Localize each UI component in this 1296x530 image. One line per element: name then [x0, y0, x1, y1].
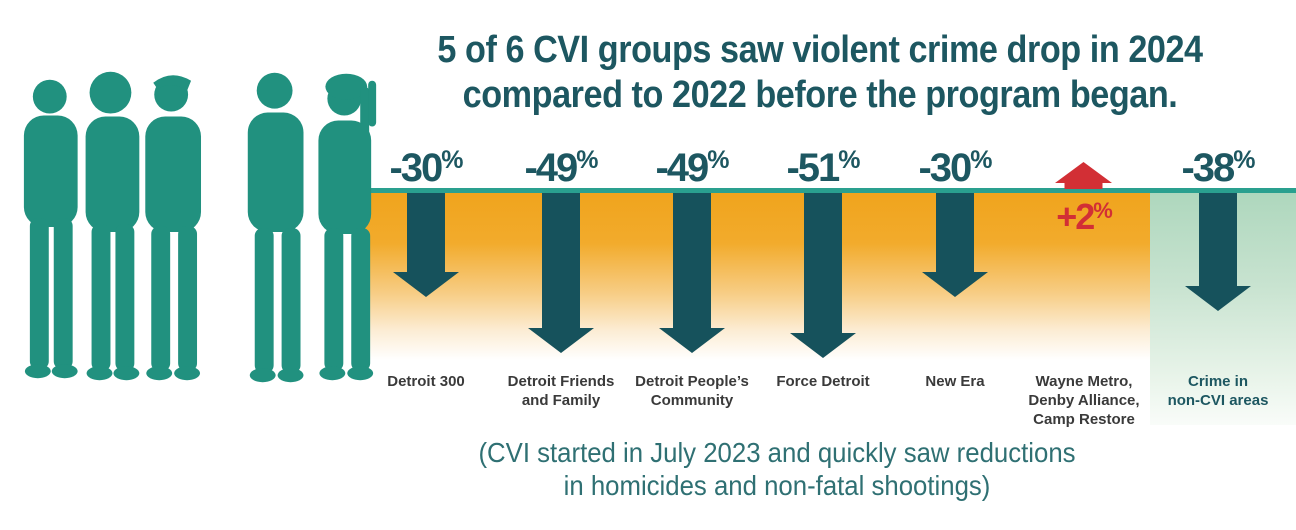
value-label-detroit-people-s: -49%	[612, 146, 772, 191]
group-label-crime-in: Crime in non-CVI areas	[1133, 372, 1296, 410]
value-number: -30	[389, 146, 443, 190]
trend-arrow-down-icon	[528, 193, 594, 353]
percent-sign: %	[1233, 146, 1255, 174]
trend-arrow-down-icon	[790, 193, 856, 358]
group-label-line: Detroit 300	[387, 373, 465, 390]
caption-line-2: in homicides and non-fatal shootings)	[563, 470, 991, 501]
group-label-line: non-CVI areas	[1167, 392, 1269, 409]
group-label-line: and Family	[521, 392, 601, 409]
value-number: -49	[524, 146, 578, 190]
value-label-crime-in: -38%	[1138, 146, 1296, 191]
value-number: -49	[655, 146, 709, 190]
cvi-area-band	[362, 193, 1150, 360]
group-label-line: Force Detroit	[776, 373, 870, 390]
group-label-detroit-friends: Detroit Friends and Family	[476, 372, 646, 410]
chart-title-line-1: 5 of 6 CVI groups saw violent crime drop…	[437, 29, 1203, 71]
trend-arrow-down-icon	[393, 193, 459, 297]
value-number: -38	[1181, 146, 1235, 190]
value-label-detroit-300: -30%	[346, 146, 506, 191]
caption-line-1: (CVI started in July 2023 and quickly sa…	[478, 437, 1076, 468]
group-label-detroit-300: Detroit 300	[341, 372, 511, 391]
group-label-line: New Era	[925, 373, 985, 390]
group-label-line: Detroit Friends	[507, 373, 615, 390]
group-label-line: Denby Alliance,	[1028, 392, 1140, 409]
percent-sign: %	[970, 146, 992, 174]
value-label-wayne-metro: +2%	[1004, 196, 1164, 238]
percent-sign: %	[707, 146, 729, 174]
value-number: -51	[786, 146, 840, 190]
value-label-new-era: -30%	[875, 146, 1035, 191]
value-number: -30	[918, 146, 972, 190]
baseline-rule	[362, 188, 1296, 193]
trend-arrow-down-icon	[922, 193, 988, 297]
group-label-force-detroit: Force Detroit	[738, 372, 908, 391]
group-label-detroit-people-s: Detroit People’s Community	[607, 372, 777, 410]
group-label-line: Community	[650, 392, 734, 409]
group-label-new-era: New Era	[870, 372, 1040, 391]
chart-title-line-2: compared to 2022 before the program bega…	[462, 74, 1178, 116]
value-label-force-detroit: -51%	[743, 146, 903, 191]
value-number: +2	[1056, 196, 1095, 237]
percent-sign: %	[838, 146, 860, 174]
trend-arrow-down-icon	[1185, 193, 1251, 311]
group-label-line: Wayne Metro,	[1035, 373, 1133, 390]
trend-arrow-down-icon	[659, 193, 725, 353]
caption: (CVI started in July 2023 and quickly sa…	[397, 436, 1157, 502]
group-label-wayne-metro: Wayne Metro, Denby Alliance, Camp Restore	[999, 372, 1169, 429]
group-label-line: Detroit People’s	[635, 373, 749, 390]
group-label-line: Crime in	[1187, 373, 1248, 390]
percent-sign: %	[576, 146, 598, 174]
value-label-detroit-friends: -49%	[481, 146, 641, 191]
chart-title: 5 of 6 CVI groups saw violent crime drop…	[320, 28, 1296, 118]
percent-sign: %	[1093, 198, 1113, 223]
percent-sign: %	[441, 146, 463, 174]
silhouette-fill	[23, 71, 377, 383]
trend-arrow-up-icon	[1055, 162, 1112, 189]
group-label-line: Camp Restore	[1033, 411, 1135, 428]
